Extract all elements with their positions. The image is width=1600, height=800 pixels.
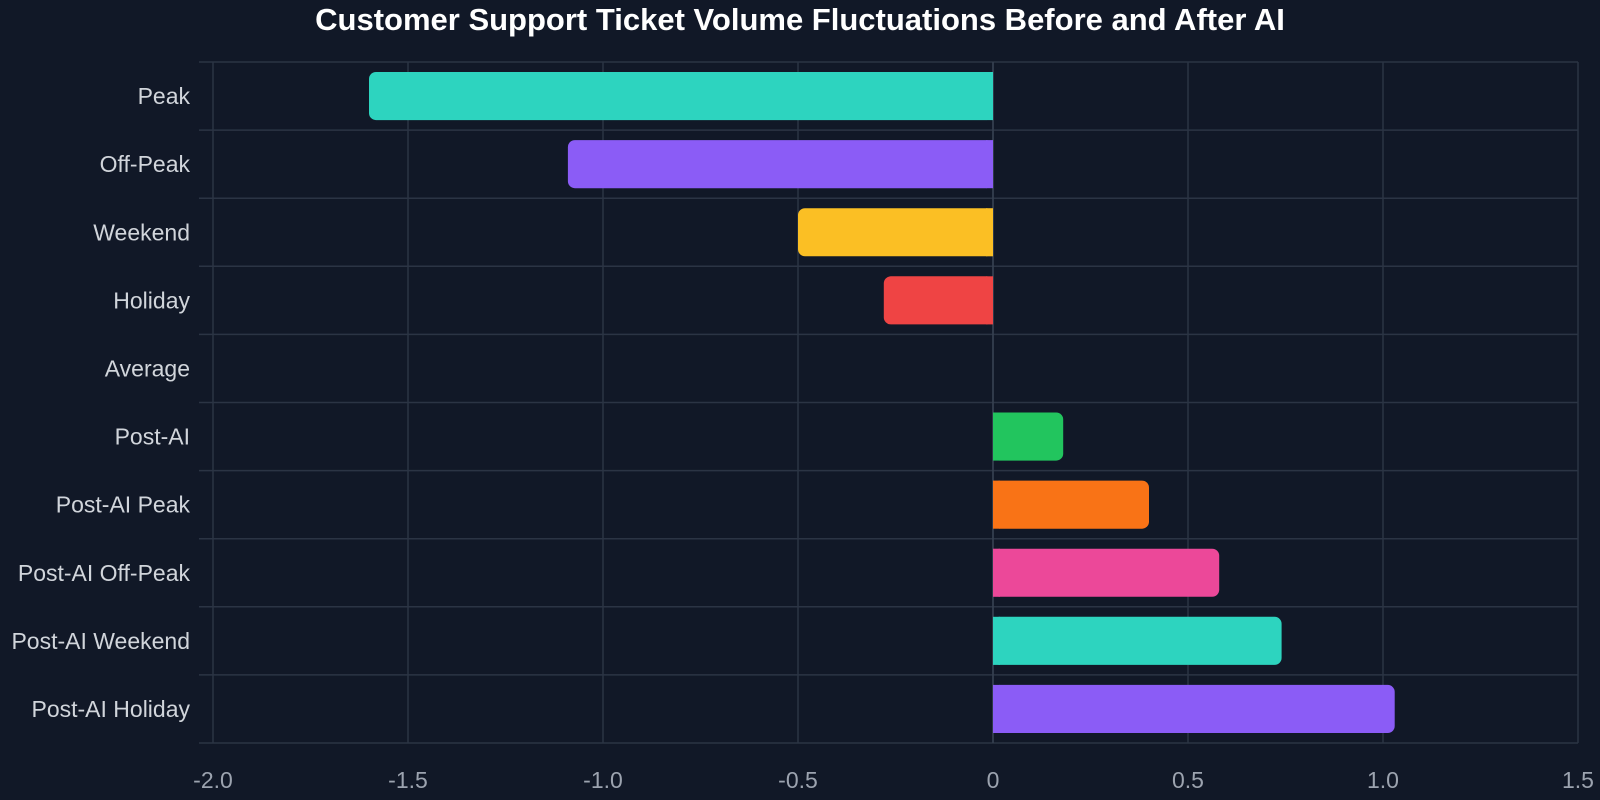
x-tick-label: 1.5: [1562, 767, 1594, 793]
y-tick-label: Post-AI Off-Peak: [18, 560, 191, 586]
bar-base: [986, 140, 993, 189]
x-tick-label: -1.5: [388, 767, 428, 793]
x-tick-label: -1.0: [583, 767, 623, 793]
x-tick-labels: -2.0 -1.5 -1.0 -0.5 0 0.5 1.0 1.5: [193, 767, 1594, 793]
y-tick-label: Post-AI Weekend: [11, 628, 190, 654]
x-tick-label: 0: [987, 767, 1000, 793]
bar-base: [993, 616, 1000, 665]
y-tick-label: Post-AI Holiday: [31, 696, 190, 722]
y-tick-label: Holiday: [113, 287, 190, 313]
bar-post-ai-peak: [993, 480, 1149, 529]
chart-title: Customer Support Ticket Volume Fluctuati…: [315, 2, 1285, 37]
bar-post-ai-off-peak: [993, 548, 1220, 597]
y-tick-label: Post-AI: [115, 424, 190, 450]
bar-post-ai-weekend: [993, 616, 1282, 665]
x-tick-label: -2.0: [193, 767, 233, 793]
bar-post-ai: [993, 412, 1064, 461]
x-tick-label: -0.5: [778, 767, 818, 793]
bar-base: [993, 480, 1000, 529]
x-tick-label: 1.0: [1367, 767, 1399, 793]
y-tick-labels: Peak Off-Peak Weekend Holiday Average Post-AI…: [11, 83, 190, 722]
bar-peak: [369, 72, 993, 121]
bar-base: [986, 208, 993, 257]
bar-weekend: [798, 208, 993, 257]
y-tick-label: Post-AI Peak: [56, 492, 191, 518]
y-tick-label: Off-Peak: [100, 151, 191, 177]
bar-post-ai-holiday: [993, 684, 1395, 733]
y-tick-label: Peak: [138, 83, 191, 109]
bar-base: [993, 548, 1000, 597]
bars: [369, 72, 1395, 733]
bar-off-peak: [567, 140, 993, 189]
bar-holiday: [883, 276, 993, 325]
bar-base: [986, 276, 993, 325]
bar-base: [993, 412, 1000, 461]
y-tick-label: Average: [105, 355, 190, 381]
x-tick-label: 0.5: [1172, 767, 1204, 793]
bar-base: [986, 72, 993, 121]
bar-base: [993, 684, 1000, 733]
y-tick-label: Weekend: [93, 219, 190, 245]
